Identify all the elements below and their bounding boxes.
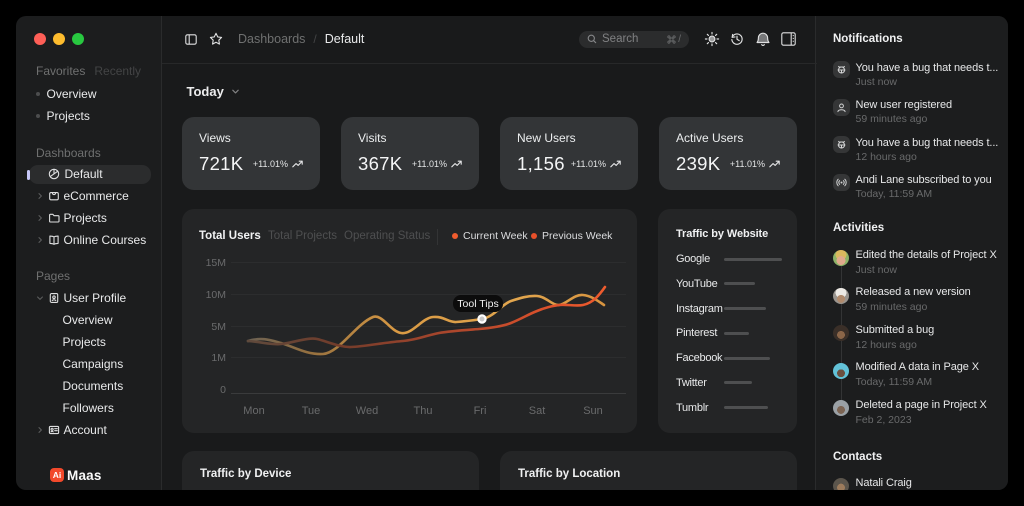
svg-text:5M: 5M — [211, 321, 226, 333]
svg-text:Thu: Thu — [414, 405, 433, 417]
svg-text:10M: 10M — [206, 289, 226, 301]
svg-text:Wed: Wed — [356, 405, 378, 417]
svg-text:Tue: Tue — [302, 405, 321, 417]
svg-text:0: 0 — [220, 384, 226, 396]
svg-text:Mon: Mon — [243, 405, 264, 417]
svg-text:Sun: Sun — [583, 405, 603, 417]
svg-text:15M: 15M — [206, 257, 226, 269]
svg-text:1M: 1M — [211, 352, 226, 364]
svg-text:Sat: Sat — [529, 405, 546, 417]
svg-text:Fri: Fri — [474, 405, 487, 417]
svg-text:Tool Tips: Tool Tips — [457, 298, 498, 310]
